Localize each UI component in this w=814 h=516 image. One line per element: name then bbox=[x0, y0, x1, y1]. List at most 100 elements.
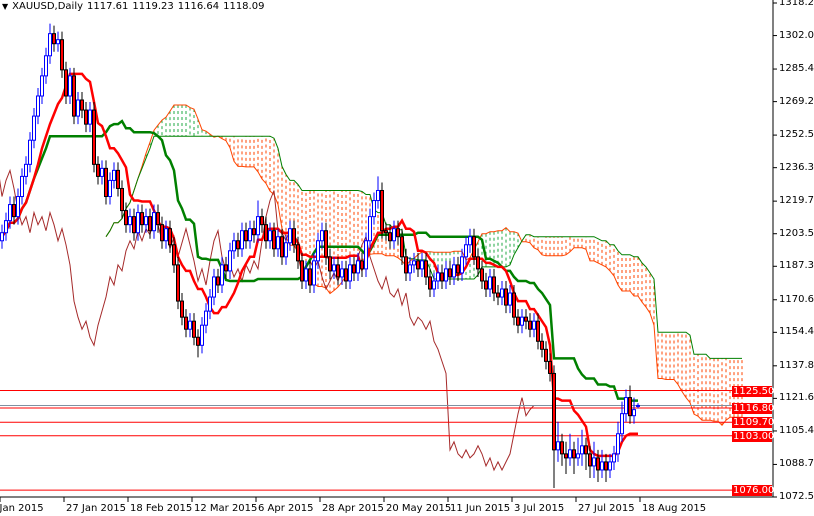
bear-candle bbox=[428, 276, 432, 290]
bear-candle bbox=[628, 397, 632, 417]
bull-candle bbox=[68, 75, 72, 97]
bull-candle bbox=[56, 39, 60, 45]
bull-candle bbox=[8, 204, 12, 222]
bear-candle bbox=[344, 268, 348, 282]
bull-candle bbox=[592, 457, 596, 467]
bear-candle bbox=[64, 69, 68, 97]
bear-candle bbox=[572, 449, 576, 459]
price-level-tag: 1125.50 bbox=[732, 385, 775, 397]
bear-candle bbox=[96, 163, 100, 177]
bull-candle bbox=[464, 244, 468, 258]
bear-candle bbox=[448, 268, 452, 278]
bear-candle bbox=[72, 75, 76, 117]
bear-candle bbox=[472, 236, 476, 258]
bull-candle bbox=[460, 256, 464, 274]
x-tick-label: 27 Jul 2015 bbox=[578, 503, 635, 514]
symbol-label: XAUUSD,Daily bbox=[12, 1, 84, 12]
bear-candle bbox=[588, 453, 592, 467]
x-tick-label: 20 May 2015 bbox=[386, 503, 452, 514]
bear-candle bbox=[548, 360, 552, 374]
bull-candle bbox=[368, 216, 372, 242]
bull-candle bbox=[468, 236, 472, 246]
bull-candle bbox=[144, 216, 148, 226]
y-tick-label: 1285.40 bbox=[779, 63, 814, 75]
bear-candle bbox=[400, 236, 404, 258]
bear-candle bbox=[584, 445, 588, 455]
candles bbox=[0, 23, 640, 489]
bear-candle bbox=[484, 280, 488, 290]
bear-candle bbox=[388, 232, 392, 242]
bull-candle bbox=[612, 453, 616, 463]
bull-candle bbox=[24, 163, 28, 177]
bull-candle bbox=[276, 236, 280, 250]
bear-candle bbox=[140, 212, 144, 226]
bear-candle bbox=[524, 316, 528, 322]
bear-candle bbox=[60, 39, 64, 71]
horizontal-levels bbox=[0, 390, 773, 491]
bull-candle bbox=[288, 228, 292, 244]
bear-candle bbox=[352, 264, 356, 274]
y-tick-label: 1302.05 bbox=[779, 29, 814, 41]
bear-candle bbox=[440, 272, 444, 282]
bull-candle bbox=[48, 33, 52, 57]
bull-candle bbox=[0, 232, 4, 242]
x-tick-label: 3 Jul 2015 bbox=[514, 503, 565, 514]
bear-candle bbox=[184, 316, 188, 330]
x-tick-label: 28 Apr 2015 bbox=[322, 503, 384, 514]
bear-candle bbox=[308, 268, 312, 286]
bear-candle bbox=[492, 276, 496, 294]
y-tick-label: 1219.70 bbox=[779, 195, 814, 207]
bear-candle bbox=[280, 236, 284, 258]
y-tick-label: 1088.75 bbox=[779, 458, 814, 470]
bear-candle bbox=[504, 288, 508, 306]
bull-candle bbox=[312, 260, 316, 286]
bear-candle bbox=[552, 372, 556, 451]
bull-candle bbox=[100, 167, 104, 177]
bull-candle bbox=[412, 260, 416, 266]
bear-candle bbox=[360, 260, 364, 270]
bull-candle bbox=[624, 397, 628, 415]
bear-candle bbox=[328, 256, 332, 272]
bear-candle bbox=[516, 316, 520, 326]
tenkan-sen-line bbox=[0, 72, 638, 458]
bear-candle bbox=[384, 230, 388, 234]
bear-candle bbox=[156, 212, 160, 226]
bull-candle bbox=[452, 264, 456, 278]
bull-candle bbox=[392, 228, 396, 242]
bull-candle bbox=[508, 292, 512, 306]
bull-candle bbox=[600, 461, 604, 471]
bull-candle bbox=[88, 109, 92, 125]
bull-candle bbox=[256, 216, 260, 236]
x-tick-label: 11 Jun 2015 bbox=[450, 503, 511, 514]
bull-candle bbox=[556, 441, 560, 451]
bear-candle bbox=[292, 228, 296, 246]
bull-candle bbox=[28, 139, 32, 165]
bull-candle bbox=[632, 409, 636, 417]
bear-candle bbox=[336, 264, 340, 278]
bear-candle bbox=[148, 216, 152, 232]
y-tick-label: 1170.65 bbox=[779, 293, 814, 305]
bear-candle bbox=[544, 348, 548, 362]
x-tick-label: 27 Jan 2015 bbox=[66, 503, 126, 514]
bear-candle bbox=[596, 457, 600, 471]
bear-candle bbox=[216, 276, 220, 286]
y-tick-label: 1187.30 bbox=[779, 260, 814, 272]
bear-candle bbox=[124, 210, 128, 226]
bear-candle bbox=[380, 189, 384, 232]
triangle-down-icon[interactable]: ▼ bbox=[2, 2, 9, 11]
y-tick-label: 1236.35 bbox=[779, 161, 814, 173]
bear-candle bbox=[324, 230, 328, 258]
bear-candle bbox=[168, 228, 172, 246]
bull-candle bbox=[32, 115, 36, 141]
bear-candle bbox=[52, 33, 56, 45]
price-level-tag: 1076.00 bbox=[732, 485, 775, 497]
y-tick-label: 1072.55 bbox=[779, 491, 814, 502]
bear-candle bbox=[120, 187, 124, 212]
bull-candle bbox=[636, 404, 640, 407]
bull-candle bbox=[520, 316, 524, 326]
bear-candle bbox=[260, 216, 264, 226]
bear-candle bbox=[476, 256, 480, 270]
bull-candle bbox=[4, 220, 8, 234]
close-value: 1118.09 bbox=[223, 1, 265, 12]
